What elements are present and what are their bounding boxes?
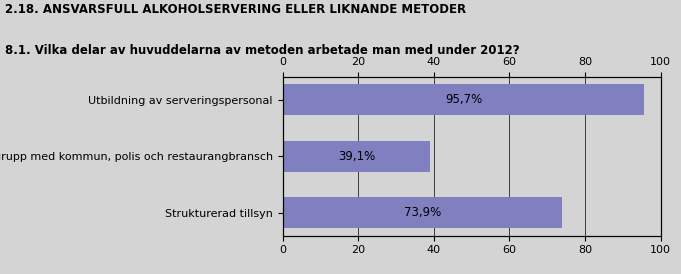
Text: 8.1. Vilka delar av huvuddelarna av metoden arbetade man med under 2012?: 8.1. Vilka delar av huvuddelarna av meto… (5, 44, 520, 57)
Bar (283, 141, 430, 172)
Bar (283, 84, 644, 115)
Text: 39,1%: 39,1% (338, 150, 375, 163)
Bar (283, 197, 562, 229)
Text: 95,7%: 95,7% (445, 93, 482, 106)
Text: 73,9%: 73,9% (404, 206, 441, 219)
Text: 2.18. ANSVARSFULL ALKOHOLSERVERING ELLER LIKNANDE METODER: 2.18. ANSVARSFULL ALKOHOLSERVERING ELLER… (5, 3, 466, 16)
